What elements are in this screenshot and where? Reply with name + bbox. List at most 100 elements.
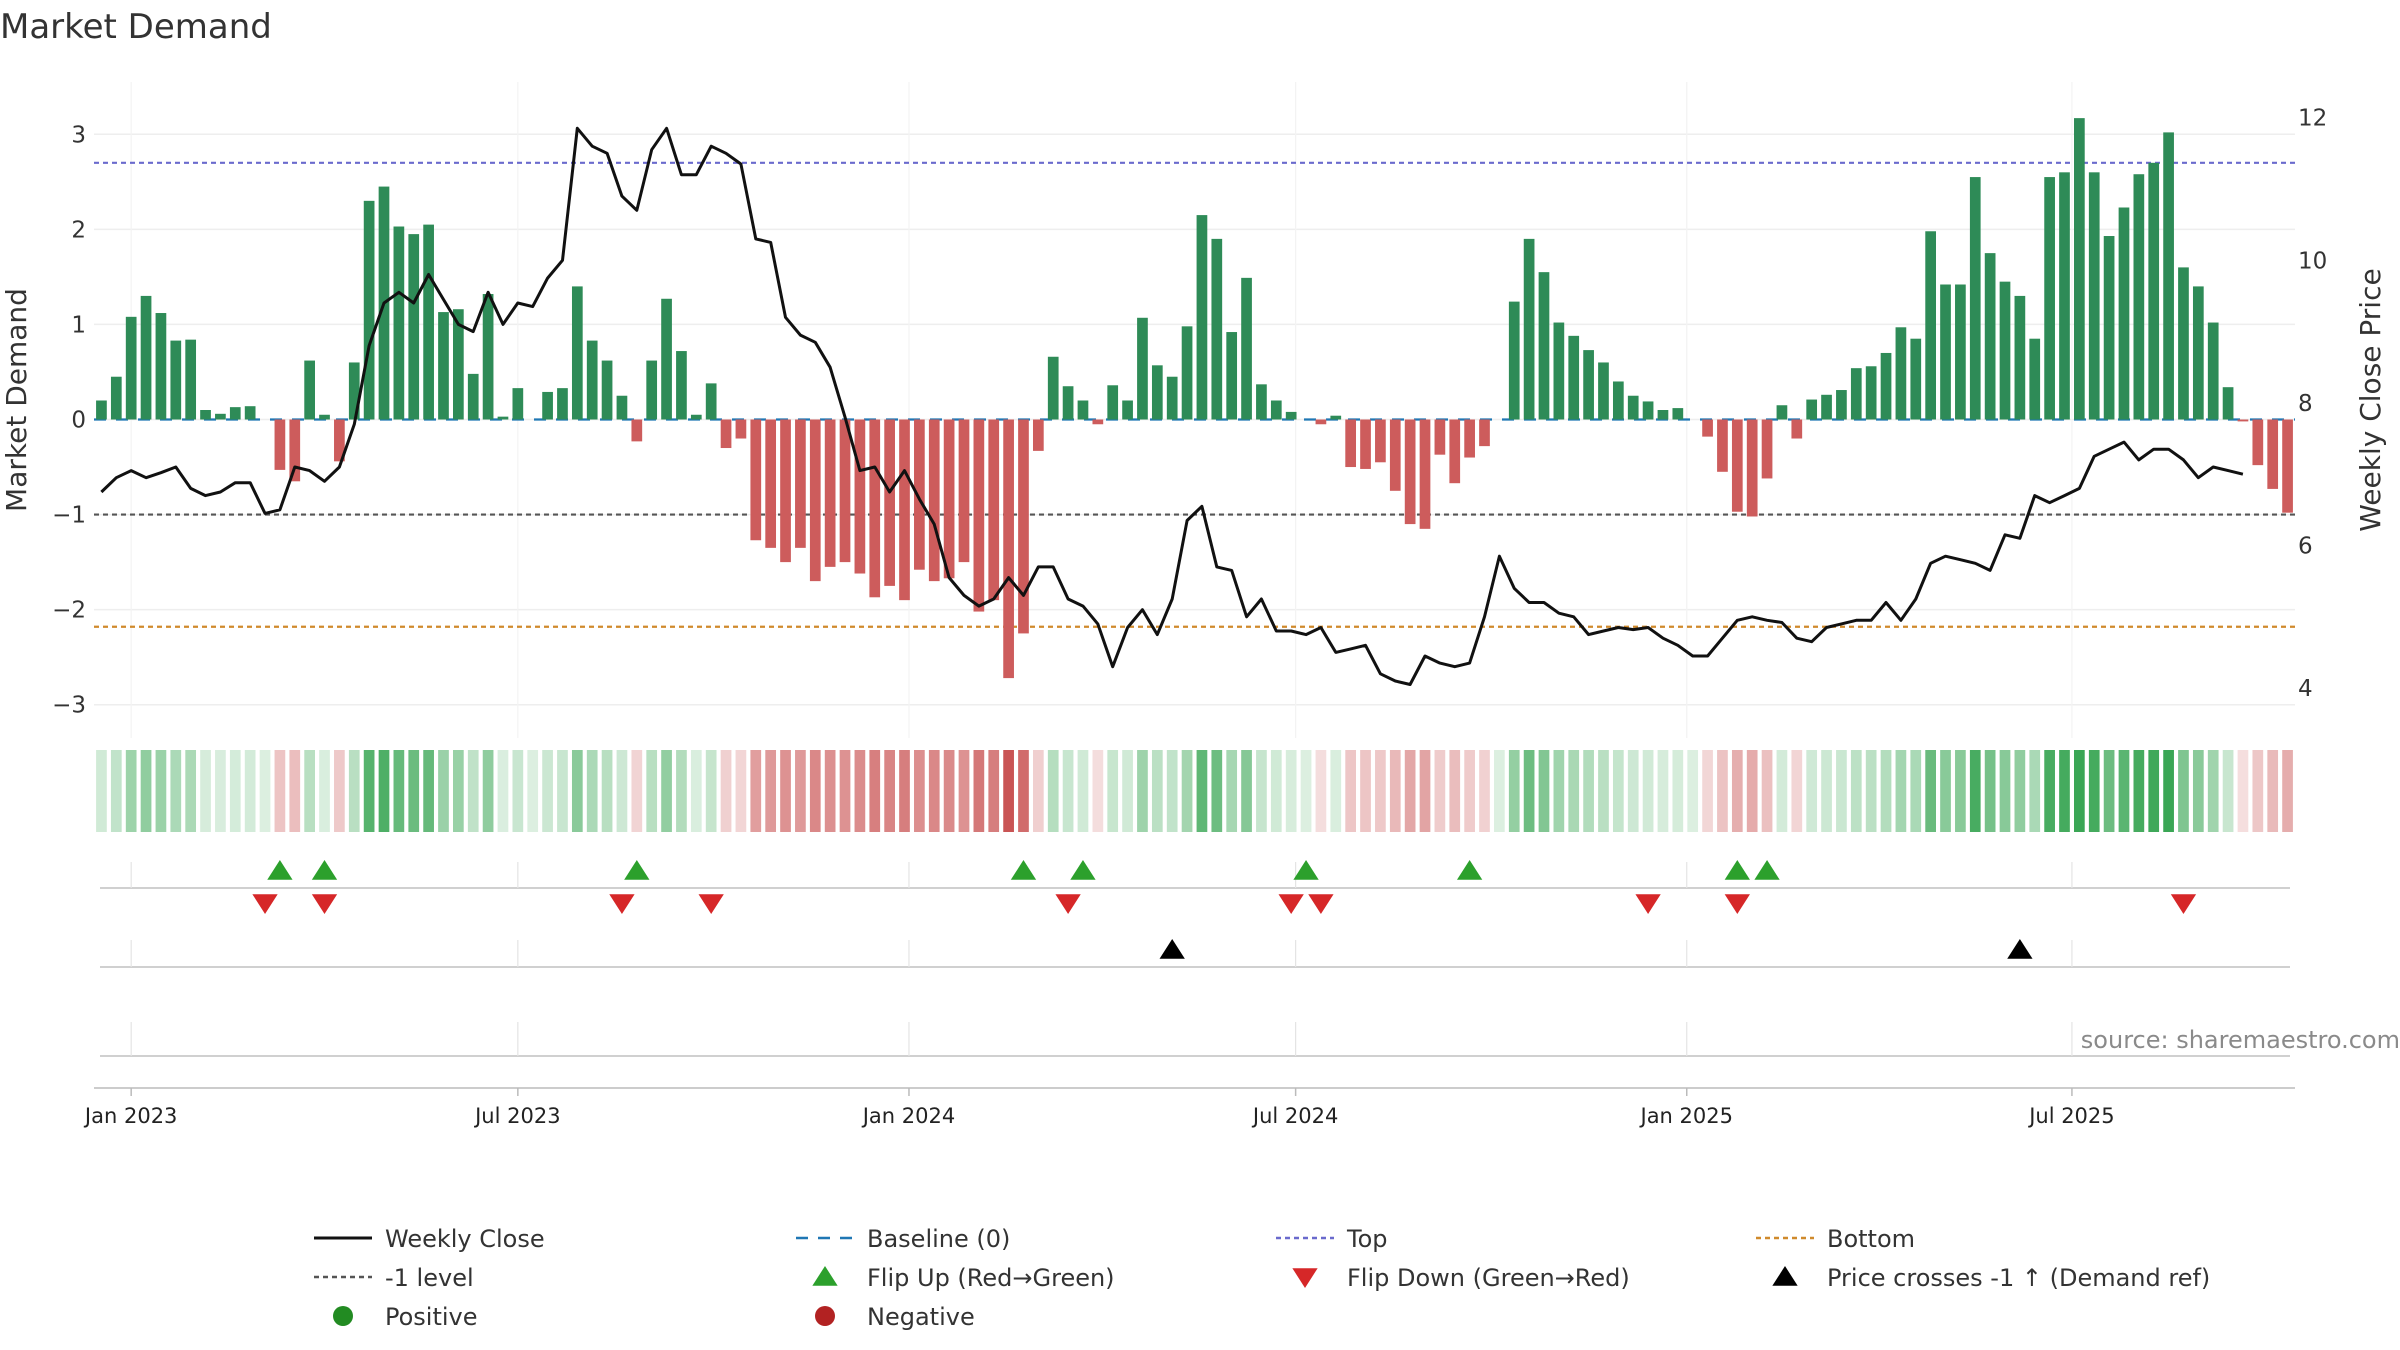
bar-negative [720, 419, 732, 449]
bar-negative [1434, 419, 1446, 455]
heat-cell [1449, 750, 1461, 832]
heat-cell [1731, 750, 1743, 832]
bar-positive [676, 351, 687, 420]
bar-negative [765, 419, 777, 548]
bar-positive [1538, 272, 1550, 420]
bar-positive [140, 295, 152, 420]
y2-axis-label: Weekly Close Price [2354, 268, 2387, 531]
heat-cell [1389, 750, 1401, 832]
bar-positive [1612, 381, 1624, 420]
legend-swatch-triangle-down [1292, 1268, 1318, 1288]
heat-cell [1806, 750, 1818, 832]
bar-positive [363, 200, 375, 420]
source-note: source: sharemaestro.com [2081, 1026, 2400, 1054]
legend-label: -1 level [385, 1264, 474, 1292]
bar-positive [690, 414, 702, 420]
heat-cell [378, 750, 390, 832]
heat-cell [1627, 750, 1639, 832]
heat-cell [914, 750, 925, 832]
heat-cell [690, 750, 702, 832]
heat-cell [824, 750, 836, 832]
bar-negative [1746, 419, 1758, 517]
bar-positive [200, 410, 211, 420]
y-tick-label: 3 [71, 122, 86, 148]
heat-cell [1642, 750, 1654, 832]
heat-cell [1479, 750, 1490, 832]
heat-cell [1687, 750, 1699, 832]
heat-cell [2222, 750, 2234, 832]
heat-cell [542, 750, 553, 832]
heat-cell [2088, 750, 2100, 832]
bar-positive [1553, 322, 1565, 420]
heat-cell [2029, 750, 2041, 832]
heat-cell [244, 750, 256, 832]
bar-positive [2103, 236, 2115, 420]
heat-cell [1166, 750, 1178, 832]
heat-cell [1226, 750, 1238, 832]
bar-negative [2237, 419, 2249, 422]
heat-cell [229, 750, 241, 832]
bar-negative [943, 419, 955, 579]
heat-cell [943, 750, 955, 832]
bar-positive [616, 395, 628, 420]
flip-down-marker [1055, 894, 1081, 914]
bar-positive [1211, 238, 1223, 420]
bar-positive [1627, 395, 1639, 420]
heat-cell [1598, 750, 1609, 832]
heat-cell [631, 750, 643, 832]
heat-cell [2118, 750, 2130, 832]
bar-negative [1479, 419, 1490, 447]
bar-positive [408, 234, 420, 420]
heat-cell [2163, 750, 2174, 832]
heat-cell [408, 750, 420, 832]
demand-bars [96, 118, 2293, 679]
bar-positive [2029, 338, 2041, 420]
heat-cell [1241, 750, 1252, 832]
bar-positive [1880, 352, 1892, 420]
legend-label: Flip Up (Red→Green) [867, 1264, 1115, 1292]
bar-negative [274, 419, 286, 470]
bar-negative [750, 419, 762, 541]
heat-cell [705, 750, 717, 832]
bar-positive [2148, 162, 2160, 420]
bar-negative [334, 419, 345, 462]
heat-cell [601, 750, 613, 832]
heat-cell [259, 750, 271, 832]
bar-positive [2074, 118, 2085, 420]
heat-cell [616, 750, 628, 832]
bar-positive [1330, 415, 1342, 420]
bar-positive [661, 298, 672, 420]
bar-positive [1523, 238, 1535, 420]
bar-positive [1910, 338, 1922, 420]
heat-cell [2178, 750, 2189, 832]
heat-cell [2282, 750, 2293, 832]
heat-cell [1999, 750, 2011, 832]
bar-positive [586, 340, 598, 420]
heat-cell [1419, 750, 1431, 832]
heat-cell [988, 750, 1000, 832]
x-axis: Jan 2023 Jul 2023 Jan 2024 Jul 2024 Jan 2025… [83, 1087, 2295, 1128]
bar-positive [1969, 177, 1981, 420]
y2-tick-label: 8 [2298, 391, 2313, 417]
heat-cell [1836, 750, 1847, 832]
heat-cell [363, 750, 375, 832]
bar-negative [1761, 419, 1773, 479]
heat-cell [1568, 750, 1580, 832]
bar-positive [1285, 411, 1297, 420]
bar-negative [2282, 419, 2293, 513]
heat-cell [973, 750, 985, 832]
bar-positive [512, 388, 524, 420]
bar-positive [1895, 327, 1907, 420]
heat-cell [2267, 750, 2279, 832]
legend-label: Weekly Close [385, 1225, 545, 1253]
heat-cell [1657, 750, 1669, 832]
heat-cell [2192, 750, 2204, 832]
weekly-close-series [100, 126, 2244, 686]
heat-cell [1285, 750, 1297, 832]
bar-positive [1047, 356, 1059, 420]
bar-negative [928, 419, 940, 582]
bar-negative [854, 419, 866, 574]
bar-negative [1092, 419, 1104, 425]
heat-cell [1360, 750, 1371, 832]
bar-positive [1107, 385, 1119, 420]
